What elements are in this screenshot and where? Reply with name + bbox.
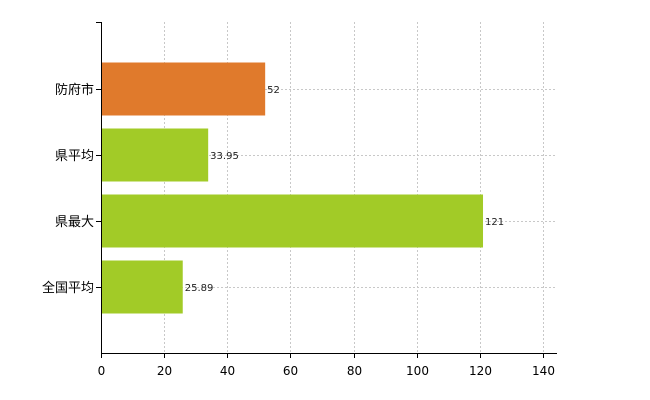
x-tick-label-100: 100 — [406, 364, 429, 378]
x-tick-label-120: 120 — [469, 364, 492, 378]
category-label-2: 県最大 — [55, 215, 94, 230]
data-label-2: 121 — [485, 217, 504, 228]
category-label-0: 防府市 — [55, 82, 94, 98]
bar-3 — [102, 260, 183, 314]
x-tick-label-0: 0 — [98, 364, 106, 378]
data-label-3: 25.89 — [185, 283, 214, 294]
x-tick-label-40: 40 — [220, 364, 235, 378]
category-label-1: 県平均 — [55, 149, 94, 164]
data-label-1: 33.95 — [210, 151, 239, 162]
bars — [102, 62, 484, 314]
x-tick-label-60: 60 — [283, 364, 298, 378]
category-label-3: 全国平均 — [42, 280, 94, 296]
bar-1 — [102, 128, 209, 182]
data-label-0: 52 — [267, 85, 280, 96]
bar-2 — [102, 194, 484, 248]
x-tick-label-20: 20 — [157, 364, 172, 378]
axes — [96, 22, 557, 358]
x-tick-label-140: 140 — [532, 364, 555, 378]
x-tick-label-80: 80 — [347, 364, 362, 378]
bar-0 — [102, 62, 266, 116]
